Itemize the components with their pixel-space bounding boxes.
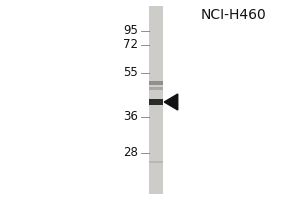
Bar bbox=[149, 60, 163, 62]
Bar bbox=[149, 135, 163, 138]
Bar bbox=[149, 119, 163, 121]
Bar bbox=[149, 46, 163, 48]
Bar bbox=[149, 25, 163, 27]
Bar bbox=[149, 123, 163, 126]
Bar bbox=[149, 81, 163, 84]
Bar bbox=[149, 98, 163, 100]
Bar bbox=[149, 140, 163, 142]
Bar bbox=[149, 100, 163, 102]
Bar bbox=[149, 116, 163, 119]
Bar bbox=[149, 152, 163, 154]
Polygon shape bbox=[164, 94, 178, 110]
Bar bbox=[149, 95, 163, 98]
Text: NCI-H460: NCI-H460 bbox=[201, 8, 267, 22]
Bar bbox=[149, 39, 163, 41]
Bar bbox=[149, 180, 163, 182]
Bar bbox=[149, 154, 163, 156]
Bar bbox=[149, 55, 163, 58]
Bar bbox=[149, 27, 163, 29]
Bar bbox=[149, 67, 163, 69]
Bar bbox=[149, 170, 163, 173]
Bar bbox=[149, 87, 163, 90]
Bar bbox=[149, 84, 163, 86]
Text: 72: 72 bbox=[123, 38, 138, 51]
Bar bbox=[149, 173, 163, 175]
Bar bbox=[149, 81, 163, 85]
Text: 36: 36 bbox=[123, 110, 138, 123]
Bar bbox=[149, 166, 163, 168]
Bar bbox=[149, 91, 163, 93]
Bar bbox=[149, 142, 163, 145]
Text: 95: 95 bbox=[123, 24, 138, 38]
Bar bbox=[149, 11, 163, 13]
Bar bbox=[149, 44, 163, 46]
Bar bbox=[149, 187, 163, 189]
Bar bbox=[149, 53, 163, 55]
Bar bbox=[149, 192, 163, 194]
Text: 55: 55 bbox=[123, 66, 138, 79]
Bar bbox=[149, 34, 163, 37]
Bar bbox=[149, 99, 163, 105]
Bar bbox=[149, 74, 163, 77]
Bar bbox=[149, 88, 163, 91]
Bar bbox=[149, 112, 163, 114]
Bar bbox=[149, 161, 163, 163]
Bar bbox=[149, 133, 163, 135]
Bar bbox=[149, 22, 163, 25]
Bar bbox=[149, 178, 163, 180]
Bar bbox=[149, 121, 163, 124]
Bar bbox=[149, 185, 163, 187]
Bar bbox=[149, 29, 163, 32]
Bar bbox=[149, 62, 163, 65]
Bar bbox=[149, 6, 163, 8]
Bar bbox=[149, 128, 163, 131]
Bar bbox=[149, 161, 163, 163]
Bar bbox=[149, 138, 163, 140]
Text: 28: 28 bbox=[123, 146, 138, 160]
Bar bbox=[149, 109, 163, 112]
Bar bbox=[149, 79, 163, 81]
Bar bbox=[149, 18, 163, 20]
Bar bbox=[149, 69, 163, 72]
Bar bbox=[149, 8, 163, 11]
Bar bbox=[149, 13, 163, 15]
Bar bbox=[149, 107, 163, 109]
Bar bbox=[149, 32, 163, 34]
Bar bbox=[149, 175, 163, 178]
Bar bbox=[149, 76, 163, 79]
Bar bbox=[149, 58, 163, 60]
Bar bbox=[149, 102, 163, 105]
Bar bbox=[149, 149, 163, 152]
Bar bbox=[149, 182, 163, 185]
Bar bbox=[149, 15, 163, 18]
Bar bbox=[149, 168, 163, 170]
Bar bbox=[149, 145, 163, 147]
Bar bbox=[149, 93, 163, 95]
Bar bbox=[149, 159, 163, 161]
Bar bbox=[149, 65, 163, 67]
Bar bbox=[149, 51, 163, 53]
Bar bbox=[149, 6, 163, 194]
Bar bbox=[149, 86, 163, 88]
Bar bbox=[149, 37, 163, 39]
Bar bbox=[149, 147, 163, 149]
Bar bbox=[149, 156, 163, 159]
Bar bbox=[149, 114, 163, 116]
Bar bbox=[149, 189, 163, 192]
Bar bbox=[149, 163, 163, 166]
Bar bbox=[149, 20, 163, 22]
Bar bbox=[149, 48, 163, 51]
Bar bbox=[149, 72, 163, 74]
Bar bbox=[149, 126, 163, 128]
Bar bbox=[149, 105, 163, 107]
Bar bbox=[149, 131, 163, 133]
Bar bbox=[149, 41, 163, 44]
